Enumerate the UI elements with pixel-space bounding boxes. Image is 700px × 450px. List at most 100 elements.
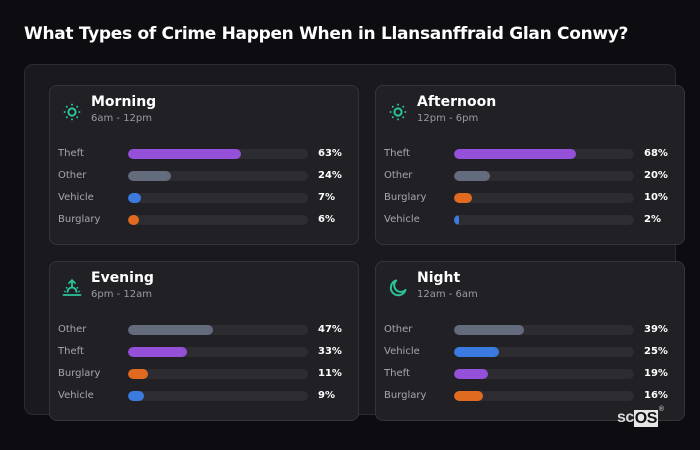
bar-row: Vehicle 9% (58, 389, 348, 411)
bar-row: Vehicle 25% (384, 345, 674, 367)
bar-row: Vehicle 7% (58, 191, 348, 213)
bar-row: Burglary 11% (58, 367, 348, 389)
bar-label: Theft (384, 368, 410, 379)
card-subtitle: 6am - 12pm (91, 113, 153, 124)
bar-row: Theft 19% (384, 367, 674, 389)
bar-list: Theft 63% Other 24% Vehicle 7% Burglary 6% (58, 147, 348, 235)
bar-label: Burglary (384, 192, 427, 203)
card-title: Morning (91, 94, 157, 110)
sun-icon (388, 102, 408, 122)
bar-fill (128, 369, 148, 379)
bar-track (128, 149, 308, 159)
bar-fill (454, 391, 483, 401)
bar-track (454, 193, 634, 203)
bar-label: Vehicle (58, 390, 94, 401)
bar-label: Other (58, 170, 87, 181)
bar-row: Burglary 16% (384, 389, 674, 411)
bar-value: 10% (644, 192, 668, 203)
bar-fill (128, 215, 139, 225)
bar-fill (454, 193, 472, 203)
bar-value: 11% (318, 368, 342, 379)
bar-track (128, 325, 308, 335)
bar-value: 6% (318, 214, 335, 225)
sun-icon (62, 102, 82, 122)
bar-row: Burglary 6% (58, 213, 348, 235)
scos-logo: sc OS ® (617, 406, 664, 427)
bar-value: 33% (318, 346, 342, 357)
bar-value: 68% (644, 148, 668, 159)
logo-os: OS (633, 410, 658, 427)
card-title: Night (417, 270, 461, 286)
bar-label: Vehicle (384, 214, 420, 225)
card-subtitle: 12pm - 6pm (417, 113, 479, 124)
bar-label: Burglary (58, 368, 101, 379)
bar-label: Other (58, 324, 87, 335)
bar-row: Other 20% (384, 169, 674, 191)
bar-track (454, 149, 634, 159)
bar-row: Other 47% (58, 323, 348, 345)
bar-row: Burglary 10% (384, 191, 674, 213)
bar-value: 16% (644, 390, 668, 401)
sunset-icon (62, 278, 82, 298)
bar-row: Theft 68% (384, 147, 674, 169)
bar-label: Vehicle (384, 346, 420, 357)
bar-track (128, 347, 308, 357)
bar-value: 25% (644, 346, 668, 357)
card-morning: Morning 6am - 12pm Theft 63% Other 24% Vehic… (49, 85, 359, 245)
bar-label: Other (384, 324, 413, 335)
bar-value: 19% (644, 368, 668, 379)
bar-value: 24% (318, 170, 342, 181)
bar-track (454, 215, 634, 225)
bar-value: 7% (318, 192, 335, 203)
moon-icon (388, 278, 408, 298)
bar-fill (454, 347, 499, 357)
bar-track (128, 215, 308, 225)
bar-label: Burglary (384, 390, 427, 401)
bar-fill (128, 347, 188, 357)
card-night: Night 12am - 6am Other 39% Vehicle 25% Theft… (375, 261, 685, 421)
bar-track (128, 193, 308, 203)
card-title: Evening (91, 270, 154, 286)
bar-row: Vehicle 2% (384, 213, 674, 235)
bar-fill (454, 369, 489, 379)
logo-sc: sc (617, 409, 634, 426)
bar-row: Theft 33% (58, 345, 348, 367)
card-evening: Evening 6pm - 12am Other 47% Theft 33% Burgl… (49, 261, 359, 421)
bar-list: Other 39% Vehicle 25% Theft 19% Burglary 16% (384, 323, 674, 411)
bar-value: 9% (318, 390, 335, 401)
bar-row: Other 39% (384, 323, 674, 345)
bar-fill (454, 215, 459, 225)
bar-track (128, 369, 308, 379)
bar-list: Other 47% Theft 33% Burglary 11% Vehicle 9% (58, 323, 348, 411)
bar-row: Theft 63% (58, 147, 348, 169)
logo-registered: ® (658, 406, 664, 413)
bar-label: Burglary (58, 214, 101, 225)
bar-label: Theft (384, 148, 410, 159)
bar-label: Theft (58, 346, 84, 357)
bar-track (454, 369, 634, 379)
bar-value: 2% (644, 214, 661, 225)
card-title: Afternoon (417, 94, 497, 110)
bar-track (128, 171, 308, 181)
bar-value: 47% (318, 324, 342, 335)
bar-fill (128, 193, 141, 203)
bar-row: Other 24% (58, 169, 348, 191)
bar-label: Other (384, 170, 413, 181)
bar-value: 63% (318, 148, 342, 159)
page-title: What Types of Crime Happen When in Llans… (24, 24, 629, 44)
card-subtitle: 6pm - 12am (91, 289, 153, 300)
bar-fill (128, 149, 242, 159)
bar-track (454, 347, 634, 357)
bar-label: Vehicle (58, 192, 94, 203)
bar-label: Theft (58, 148, 84, 159)
bar-fill (454, 149, 577, 159)
bar-track (454, 325, 634, 335)
bar-fill (454, 325, 525, 335)
bar-track (454, 171, 634, 181)
bar-fill (128, 325, 213, 335)
bar-fill (128, 171, 172, 181)
card-afternoon: Afternoon 12pm - 6pm Theft 68% Other 20% Bur… (375, 85, 685, 245)
bar-track (128, 391, 308, 401)
bar-fill (128, 391, 145, 401)
bar-value: 39% (644, 324, 668, 335)
